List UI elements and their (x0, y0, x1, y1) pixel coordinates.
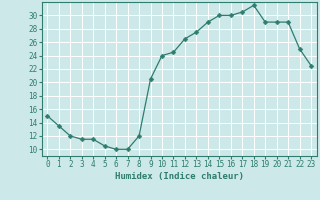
X-axis label: Humidex (Indice chaleur): Humidex (Indice chaleur) (115, 172, 244, 181)
